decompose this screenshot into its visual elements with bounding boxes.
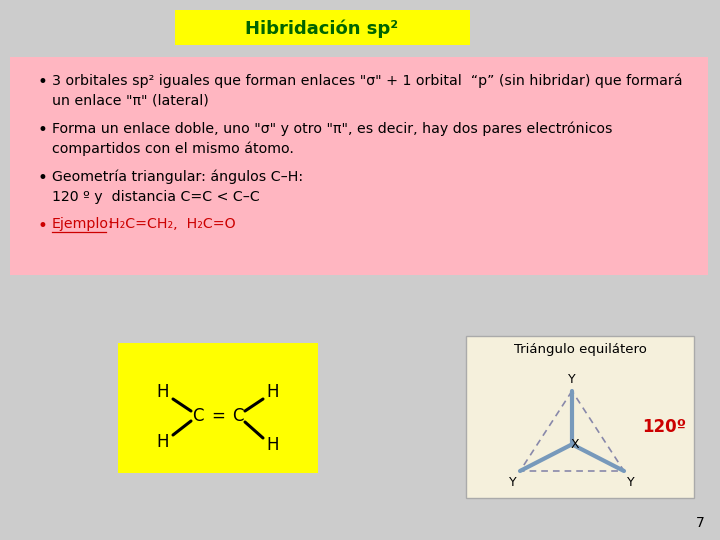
Text: H: H [157, 433, 169, 451]
Text: 120º: 120º [642, 418, 686, 436]
Text: •: • [37, 73, 47, 91]
Text: Y: Y [509, 476, 517, 489]
Text: C: C [233, 407, 244, 425]
Text: 7: 7 [696, 516, 705, 530]
Text: Hibridación sp²: Hibridación sp² [246, 20, 399, 38]
Text: 120 º y  distancia C=C < C–C: 120 º y distancia C=C < C–C [52, 190, 260, 204]
Text: H: H [266, 383, 279, 401]
Text: =: = [211, 407, 225, 425]
Text: H: H [266, 436, 279, 454]
Text: Y: Y [568, 373, 576, 386]
Text: Triángulo equilátero: Triángulo equilátero [513, 342, 647, 355]
FancyBboxPatch shape [10, 57, 708, 275]
Text: compartidos con el mismo átomo.: compartidos con el mismo átomo. [52, 142, 294, 157]
Text: Forma un enlace doble, uno "σ" y otro "π", es decir, hay dos pares electrónicos: Forma un enlace doble, uno "σ" y otro "π… [52, 121, 613, 136]
Text: •: • [37, 121, 47, 139]
Text: C: C [192, 407, 204, 425]
Text: H: H [157, 383, 169, 401]
Text: •: • [37, 169, 47, 187]
Text: X: X [571, 438, 580, 451]
FancyBboxPatch shape [175, 10, 470, 45]
Text: Y: Y [627, 476, 634, 489]
Text: 3 orbitales sp² iguales que forman enlaces "σ" + 1 orbital  “p” (sin hibridar) q: 3 orbitales sp² iguales que forman enlac… [52, 73, 683, 87]
FancyBboxPatch shape [118, 343, 318, 473]
Text: Ejemplo:: Ejemplo: [52, 217, 114, 231]
FancyBboxPatch shape [466, 336, 694, 498]
Text: •: • [37, 217, 47, 235]
Text: H₂C=CH₂,  H₂C=O: H₂C=CH₂, H₂C=O [109, 217, 235, 231]
Text: Geometría triangular: ángulos C–H:: Geometría triangular: ángulos C–H: [52, 169, 303, 184]
Text: un enlace "π" (lateral): un enlace "π" (lateral) [52, 94, 209, 108]
